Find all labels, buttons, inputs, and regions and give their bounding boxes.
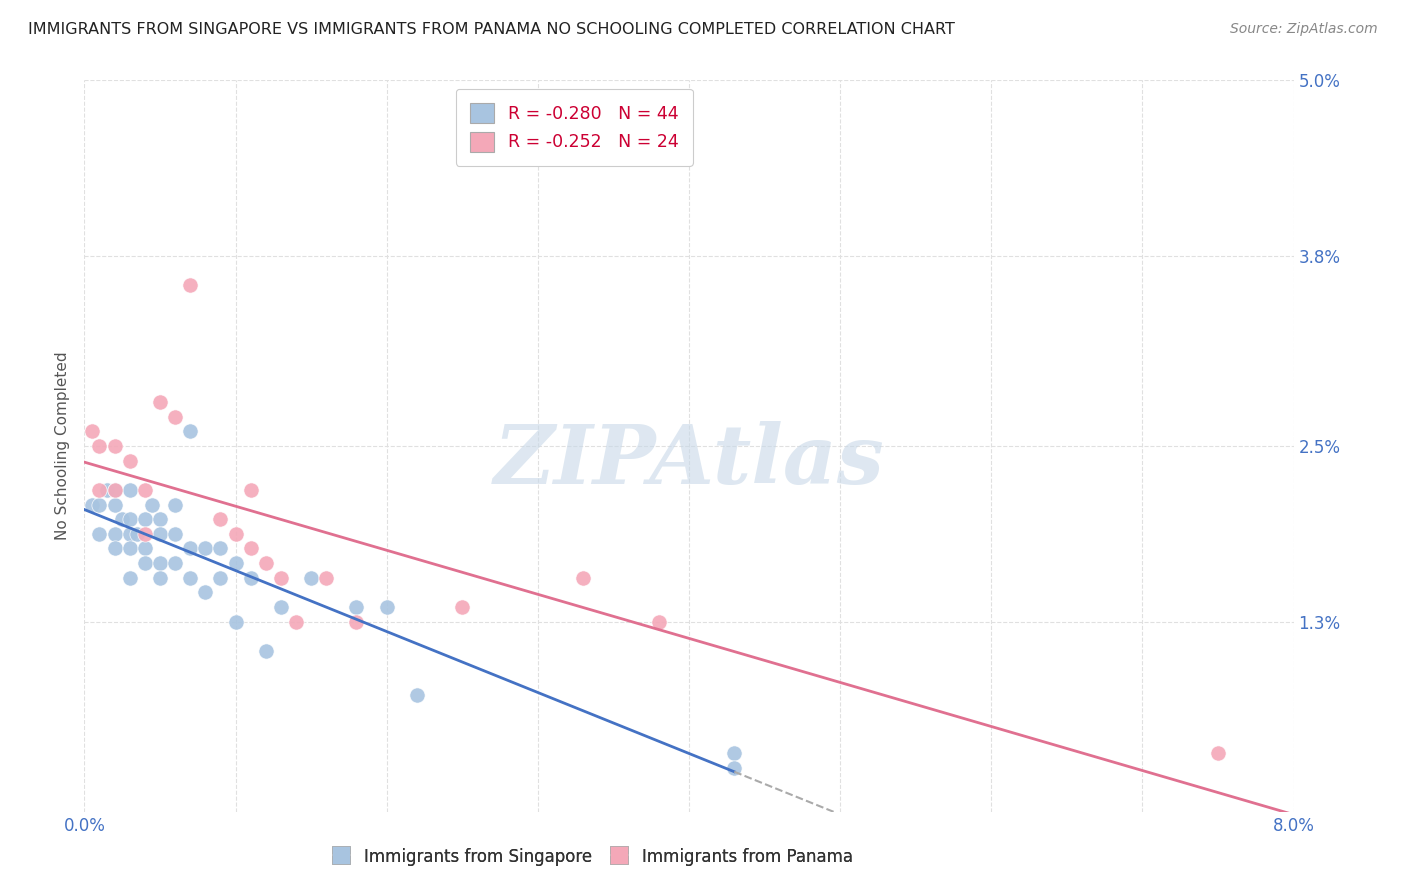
Point	[127, 526, 149, 541]
Point	[375, 599, 398, 614]
Point	[118, 571, 141, 585]
Point	[239, 541, 262, 556]
Point	[89, 483, 111, 497]
Point	[179, 571, 201, 585]
Point	[134, 556, 156, 570]
Text: ZIPAtlas: ZIPAtlas	[494, 421, 884, 500]
Point	[723, 761, 745, 775]
Point	[225, 526, 247, 541]
Point	[346, 599, 368, 614]
Point	[209, 541, 232, 556]
Point	[165, 526, 187, 541]
Point	[451, 599, 474, 614]
Point	[134, 512, 156, 526]
Point	[134, 483, 156, 497]
Point	[134, 526, 156, 541]
Point	[1206, 746, 1229, 760]
Point	[149, 512, 172, 526]
Point	[225, 615, 247, 629]
Point	[270, 571, 292, 585]
Point	[104, 541, 127, 556]
Point	[346, 615, 368, 629]
Point	[149, 395, 172, 409]
Point	[89, 526, 111, 541]
Point	[104, 439, 127, 453]
Point	[254, 644, 277, 658]
Point	[149, 556, 172, 570]
Point	[406, 688, 429, 702]
Point	[165, 556, 187, 570]
Point	[239, 483, 262, 497]
Point	[165, 498, 187, 512]
Point	[194, 541, 217, 556]
Point	[80, 498, 103, 512]
Point	[118, 541, 141, 556]
Point	[572, 571, 595, 585]
Point	[194, 585, 217, 599]
Point	[104, 526, 127, 541]
Point	[118, 512, 141, 526]
Point	[209, 571, 232, 585]
Point	[165, 409, 187, 424]
Point	[80, 425, 103, 439]
Point	[315, 571, 337, 585]
Point	[179, 541, 201, 556]
Text: IMMIGRANTS FROM SINGAPORE VS IMMIGRANTS FROM PANAMA NO SCHOOLING COMPLETED CORRE: IMMIGRANTS FROM SINGAPORE VS IMMIGRANTS …	[28, 22, 955, 37]
Point	[299, 571, 322, 585]
Point	[118, 453, 141, 467]
Legend: Immigrants from Singapore, Immigrants from Panama: Immigrants from Singapore, Immigrants fr…	[325, 841, 860, 873]
Point	[118, 526, 141, 541]
Point	[225, 556, 247, 570]
Point	[270, 599, 292, 614]
Point	[284, 615, 308, 629]
Point	[149, 571, 172, 585]
Point	[179, 278, 201, 293]
Point	[239, 571, 262, 585]
Point	[118, 483, 141, 497]
Point	[104, 483, 127, 497]
Point	[141, 498, 163, 512]
Point	[209, 512, 232, 526]
Point	[254, 556, 277, 570]
Point	[723, 746, 745, 760]
Point	[96, 483, 118, 497]
Point	[149, 526, 172, 541]
Point	[111, 512, 134, 526]
Point	[89, 439, 111, 453]
Point	[104, 483, 127, 497]
Point	[647, 615, 671, 629]
Point	[179, 425, 201, 439]
Text: Source: ZipAtlas.com: Source: ZipAtlas.com	[1230, 22, 1378, 37]
Y-axis label: No Schooling Completed: No Schooling Completed	[55, 351, 70, 541]
Point	[89, 498, 111, 512]
Point	[104, 498, 127, 512]
Point	[134, 541, 156, 556]
